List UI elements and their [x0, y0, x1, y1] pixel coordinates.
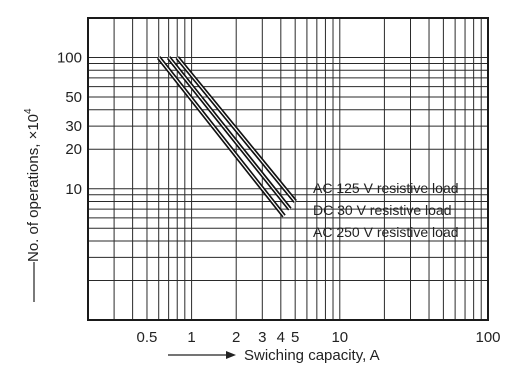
y-tick-label: 30	[65, 118, 82, 135]
x-tick-label: 100	[475, 329, 500, 346]
y-axis-title-group: No. of operations, ×104	[23, 108, 42, 302]
x-axis-title: Swiching capacity, A	[244, 347, 380, 364]
series-label: AC 250 V resistive load	[313, 224, 459, 240]
y-tick-label: 20	[65, 141, 82, 158]
y-axis-title-text: No. of operations, ×10	[25, 114, 42, 262]
x-tick-label: 3	[258, 329, 266, 346]
x-tick-label: 5	[291, 329, 299, 346]
x-tick-label: 1	[187, 329, 195, 346]
x-tick-label: 0.5	[137, 329, 158, 346]
x-tick-labels: 0.5 1 2 3 4 5 10 100	[137, 329, 501, 346]
x-axis-title-group: Swiching capacity, A	[168, 347, 380, 364]
series-line-highlight	[176, 57, 296, 202]
series-line-highlight	[168, 57, 291, 210]
grid	[87, 17, 489, 321]
series-label: AC 125 V resistive load	[313, 180, 459, 196]
y-tick-label: 100	[57, 50, 82, 67]
series-line-highlight	[158, 57, 285, 217]
x-tick-label: 4	[277, 329, 285, 346]
x-axis-arrow-icon	[226, 351, 236, 359]
y-axis-title: No. of operations, ×104	[23, 108, 42, 262]
y-axis-title-exponent: 4	[23, 108, 34, 114]
series-lines	[156, 56, 297, 218]
series-label: DC 30 V resistive load	[313, 202, 452, 218]
x-tick-label: 10	[331, 329, 348, 346]
x-tick-label: 2	[232, 329, 240, 346]
y-tick-label: 50	[65, 89, 82, 106]
series-labels: AC 125 V resistive load DC 30 V resistive…	[313, 180, 459, 240]
plot-frame	[87, 17, 489, 321]
y-tick-label: 10	[65, 181, 82, 198]
y-tick-labels: 10 20 30 50 100	[57, 50, 82, 198]
